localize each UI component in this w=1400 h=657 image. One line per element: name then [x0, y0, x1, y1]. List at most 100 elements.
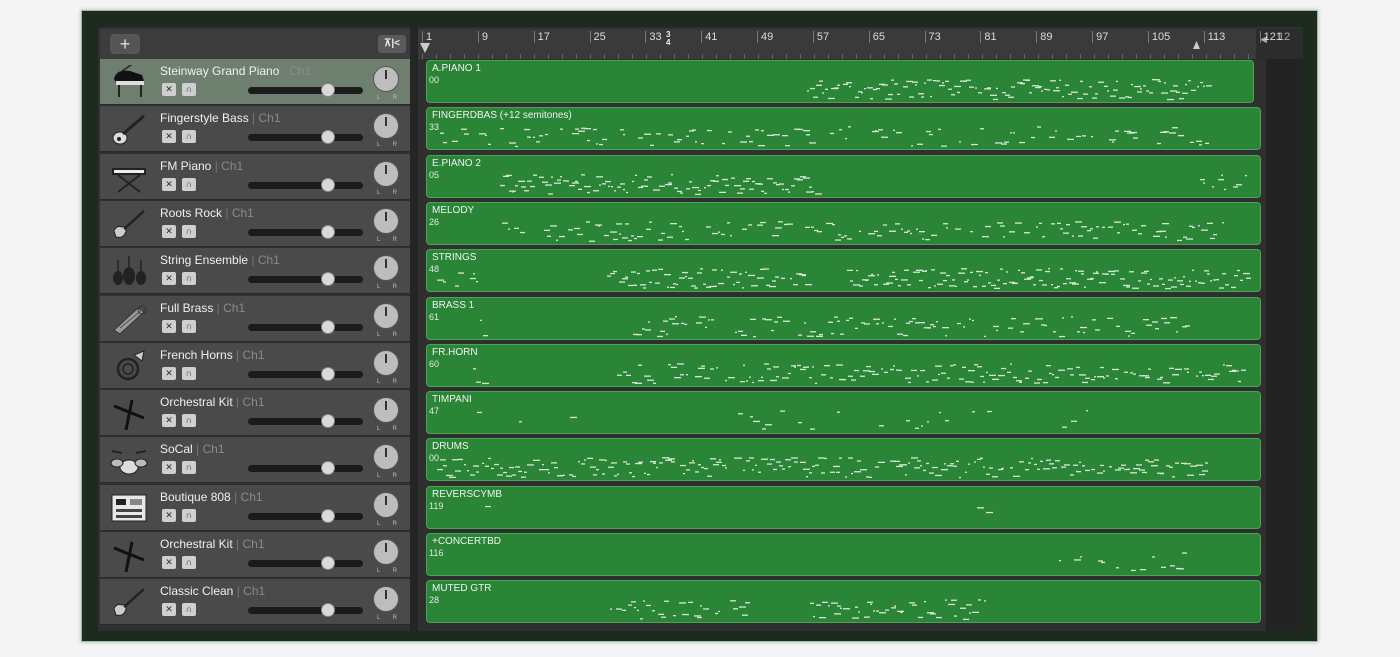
volume-slider-handle[interactable] — [320, 508, 335, 523]
mute-button[interactable]: ✕ — [162, 319, 176, 333]
solo-button[interactable]: ∩ — [182, 461, 196, 475]
drum-machine-icon — [108, 491, 150, 525]
mute-button[interactable]: ✕ — [162, 130, 176, 144]
midi-region[interactable]: E.PIANO 2 05 — [426, 154, 1261, 198]
zoom-slider-icon[interactable] — [1193, 41, 1200, 49]
solo-button[interactable]: ∩ — [182, 177, 196, 191]
solo-button[interactable]: ∩ — [182, 556, 196, 569]
pan-knob[interactable] — [373, 302, 399, 329]
timeline-ruler[interactable]: 3 4 ◀ 12 1 9 17 25 33 41 49 57 65 73 81 89 97 105 113 1… — [418, 29, 1303, 60]
volume-slider[interactable] — [248, 177, 363, 192]
track-header[interactable]: SoCalCh1 ✕ ∩ LR — [100, 437, 410, 484]
mute-button[interactable]: ✕ — [162, 414, 176, 428]
headphones-icon: ∩ — [185, 462, 193, 473]
volume-slider[interactable] — [248, 556, 363, 570]
volume-slider-handle[interactable] — [320, 83, 335, 97]
track-header[interactable]: Full BrassCh1 ✕ ∩ LR — [100, 295, 410, 342]
track-header[interactable]: Fingerstyle BassCh1 ✕ ∩ LR — [100, 106, 410, 153]
pan-knob[interactable] — [373, 255, 399, 282]
midi-region[interactable]: MELODY 26 — [426, 201, 1261, 245]
volume-slider-handle[interactable] — [320, 319, 335, 334]
solo-button[interactable]: ∩ — [182, 414, 196, 428]
volume-slider-handle[interactable] — [320, 130, 335, 145]
pan-knob[interactable] — [373, 349, 399, 376]
pan-knob[interactable] — [373, 397, 399, 424]
mute-button[interactable]: ✕ — [162, 603, 176, 617]
volume-slider-handle[interactable] — [320, 224, 335, 239]
ruler-overflow: ◀ 12 — [1256, 29, 1303, 59]
solo-button[interactable]: ∩ — [182, 224, 196, 238]
midi-region[interactable]: FINGERDBAS (+12 semitones) 33 — [426, 107, 1261, 151]
solo-button[interactable]: ∩ — [182, 603, 196, 617]
mute-button[interactable]: ✕ — [162, 508, 176, 522]
volume-slider-handle[interactable] — [320, 414, 335, 429]
volume-slider[interactable] — [248, 414, 363, 429]
time-signature[interactable]: 3 4 — [666, 31, 670, 47]
midi-region[interactable]: +CONCERTBD 116 — [426, 533, 1261, 576]
volume-slider[interactable] — [248, 508, 363, 523]
track-header[interactable]: Orchestral KitCh1 ✕ ∩ LR — [100, 390, 410, 437]
track-header[interactable]: String EnsembleCh1 ✕ ∩ LR — [100, 248, 410, 295]
track-header[interactable]: Roots RockCh1 ✕ ∩ LR — [100, 200, 410, 247]
track-header[interactable]: French HornsCh1 ✕ ∩ LR — [100, 342, 410, 389]
add-track-button[interactable]: + — [110, 34, 140, 54]
midi-region[interactable]: MUTED GTR 28 — [426, 580, 1261, 624]
volume-slider[interactable] — [248, 224, 363, 239]
volume-slider[interactable] — [248, 272, 363, 287]
volume-slider-handle[interactable] — [320, 461, 335, 476]
pan-knob[interactable] — [373, 66, 399, 92]
track-header[interactable]: Steinway Grand PianoCh1 ✕ ∩ LR — [100, 59, 410, 105]
volume-slider[interactable] — [248, 319, 363, 334]
volume-slider[interactable] — [248, 603, 363, 618]
track-header[interactable]: Boutique 808Ch1 ✕ ∩ LR — [100, 484, 410, 531]
track-name: Orchestral KitCh1 — [160, 537, 265, 551]
volume-slider-handle[interactable] — [320, 556, 335, 570]
pan-knob[interactable] — [373, 539, 399, 565]
mute-button[interactable]: ✕ — [162, 461, 176, 475]
mute-button[interactable]: ✕ — [162, 556, 176, 569]
midi-region[interactable]: BRASS 1 61 — [426, 296, 1261, 340]
midi-region[interactable]: STRINGS 48 — [426, 249, 1261, 293]
volume-slider-handle[interactable] — [320, 177, 335, 192]
speaker-mute-icon: ✕ — [165, 367, 173, 378]
track-header[interactable]: FM PianoCh1 ✕ ∩ LR — [100, 153, 410, 200]
volume-slider-handle[interactable] — [320, 272, 335, 287]
track-header[interactable]: Orchestral KitCh1 ✕ ∩ LR — [100, 532, 410, 578]
ruler-bar-label: 121 — [1259, 31, 1282, 43]
mute-button[interactable]: ✕ — [162, 177, 176, 191]
solo-button[interactable]: ∩ — [182, 272, 196, 286]
midi-region[interactable]: REVERSCYMB 119 — [426, 485, 1261, 529]
ruler-minor-tick — [646, 54, 647, 59]
track-header[interactable]: Classic CleanCh1 ✕ ∩ LR — [100, 579, 410, 626]
ruler-minor-tick — [632, 54, 633, 59]
midi-region[interactable]: FR.HORN 60 — [426, 343, 1261, 387]
volume-slider-handle[interactable] — [320, 603, 335, 618]
solo-button[interactable]: ∩ — [182, 319, 196, 333]
pan-knob[interactable] — [373, 491, 399, 518]
mute-button[interactable]: ✕ — [162, 83, 176, 96]
volume-slider[interactable] — [248, 366, 363, 381]
pan-knob[interactable] — [373, 113, 399, 140]
volume-slider[interactable] — [248, 83, 363, 97]
left-triangle-icon[interactable]: ◀ — [1260, 34, 1267, 44]
volume-slider-handle[interactable] — [320, 366, 335, 381]
volume-slider[interactable] — [248, 130, 363, 145]
solo-button[interactable]: ∩ — [182, 83, 196, 96]
header-filter-button[interactable]: ⊼|< — [378, 35, 406, 53]
mute-button[interactable]: ✕ — [162, 366, 176, 380]
solo-button[interactable]: ∩ — [182, 508, 196, 522]
pan-knob[interactable] — [373, 160, 399, 187]
solo-button[interactable]: ∩ — [182, 366, 196, 380]
pane-divider[interactable] — [410, 27, 418, 631]
midi-region[interactable]: DRUMS 00 — [426, 438, 1261, 482]
playhead-marker[interactable] — [420, 43, 430, 53]
pan-knob[interactable] — [373, 207, 399, 234]
midi-region[interactable]: TIMPANI 47 — [426, 391, 1261, 435]
pan-knob[interactable] — [373, 586, 399, 613]
pan-knob[interactable] — [373, 444, 399, 471]
mute-button[interactable]: ✕ — [162, 272, 176, 286]
solo-button[interactable]: ∩ — [182, 130, 196, 144]
volume-slider[interactable] — [248, 461, 363, 476]
midi-region[interactable]: A.PIANO 1 00 — [426, 60, 1254, 103]
mute-button[interactable]: ✕ — [162, 224, 176, 238]
